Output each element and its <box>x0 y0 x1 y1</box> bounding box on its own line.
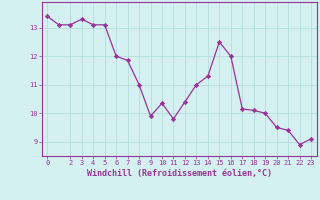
X-axis label: Windchill (Refroidissement éolien,°C): Windchill (Refroidissement éolien,°C) <box>87 169 272 178</box>
